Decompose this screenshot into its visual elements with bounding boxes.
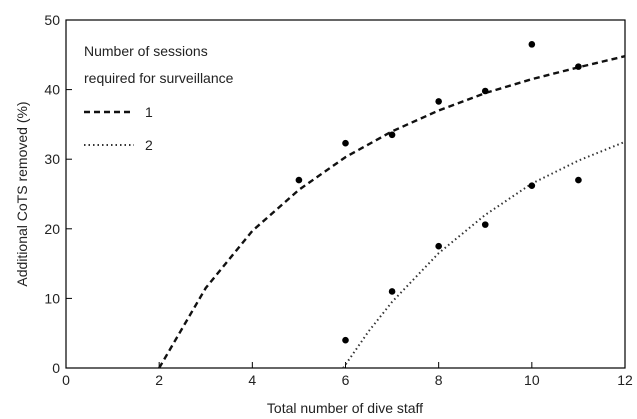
fit-curve-series-1 [158, 55, 626, 369]
legend-label-series-1: 1 [145, 104, 153, 120]
data-point-series-1 [528, 41, 536, 48]
data-point-series-2 [435, 242, 442, 250]
data-point-series-2 [342, 336, 349, 344]
legend-label-series-2: 2 [145, 137, 153, 153]
x-tick-label: 4 [248, 372, 256, 388]
legend-title-line1: Number of sessions [84, 43, 208, 59]
y-axis-title: Additional CoTS removed (%) [14, 101, 30, 286]
x-tick-label: 12 [617, 372, 633, 388]
x-tick-label: 8 [435, 372, 443, 388]
y-tick-label: 10 [44, 290, 60, 306]
data-point-series-1 [388, 131, 396, 139]
y-tick-label: 0 [52, 360, 60, 376]
x-axis-title: Total number of dive staff [267, 400, 423, 416]
y-tick-label: 50 [44, 12, 60, 28]
x-tick-label: 10 [524, 372, 540, 388]
x-tick-label: 6 [342, 372, 350, 388]
y-axis: 0 10 20 30 40 50 [44, 12, 72, 376]
data-point-series-1 [481, 87, 489, 95]
data-point-series-1 [575, 63, 582, 70]
legend-title-line2: required for surveillance [84, 70, 234, 86]
data-point-series-2 [388, 288, 396, 295]
data-points [295, 41, 582, 344]
legend: Number of sessions required for surveill… [84, 43, 234, 153]
data-point-series-1 [435, 98, 442, 105]
data-point-series-2 [575, 176, 582, 184]
x-tick-label: 2 [155, 372, 163, 388]
y-tick-label: 40 [44, 82, 60, 98]
y-tick-label: 30 [44, 151, 60, 167]
data-point-series-2 [528, 182, 536, 189]
y-tick-label: 20 [44, 221, 60, 237]
data-point-series-1 [295, 176, 303, 184]
data-point-series-2 [481, 221, 489, 228]
x-tick-label: 0 [62, 372, 70, 388]
fit-curve-series-2 [342, 140, 626, 369]
data-point-series-1 [342, 139, 349, 147]
fit-curves [158, 55, 626, 369]
x-axis: 0 2 4 6 8 10 12 [62, 362, 633, 388]
